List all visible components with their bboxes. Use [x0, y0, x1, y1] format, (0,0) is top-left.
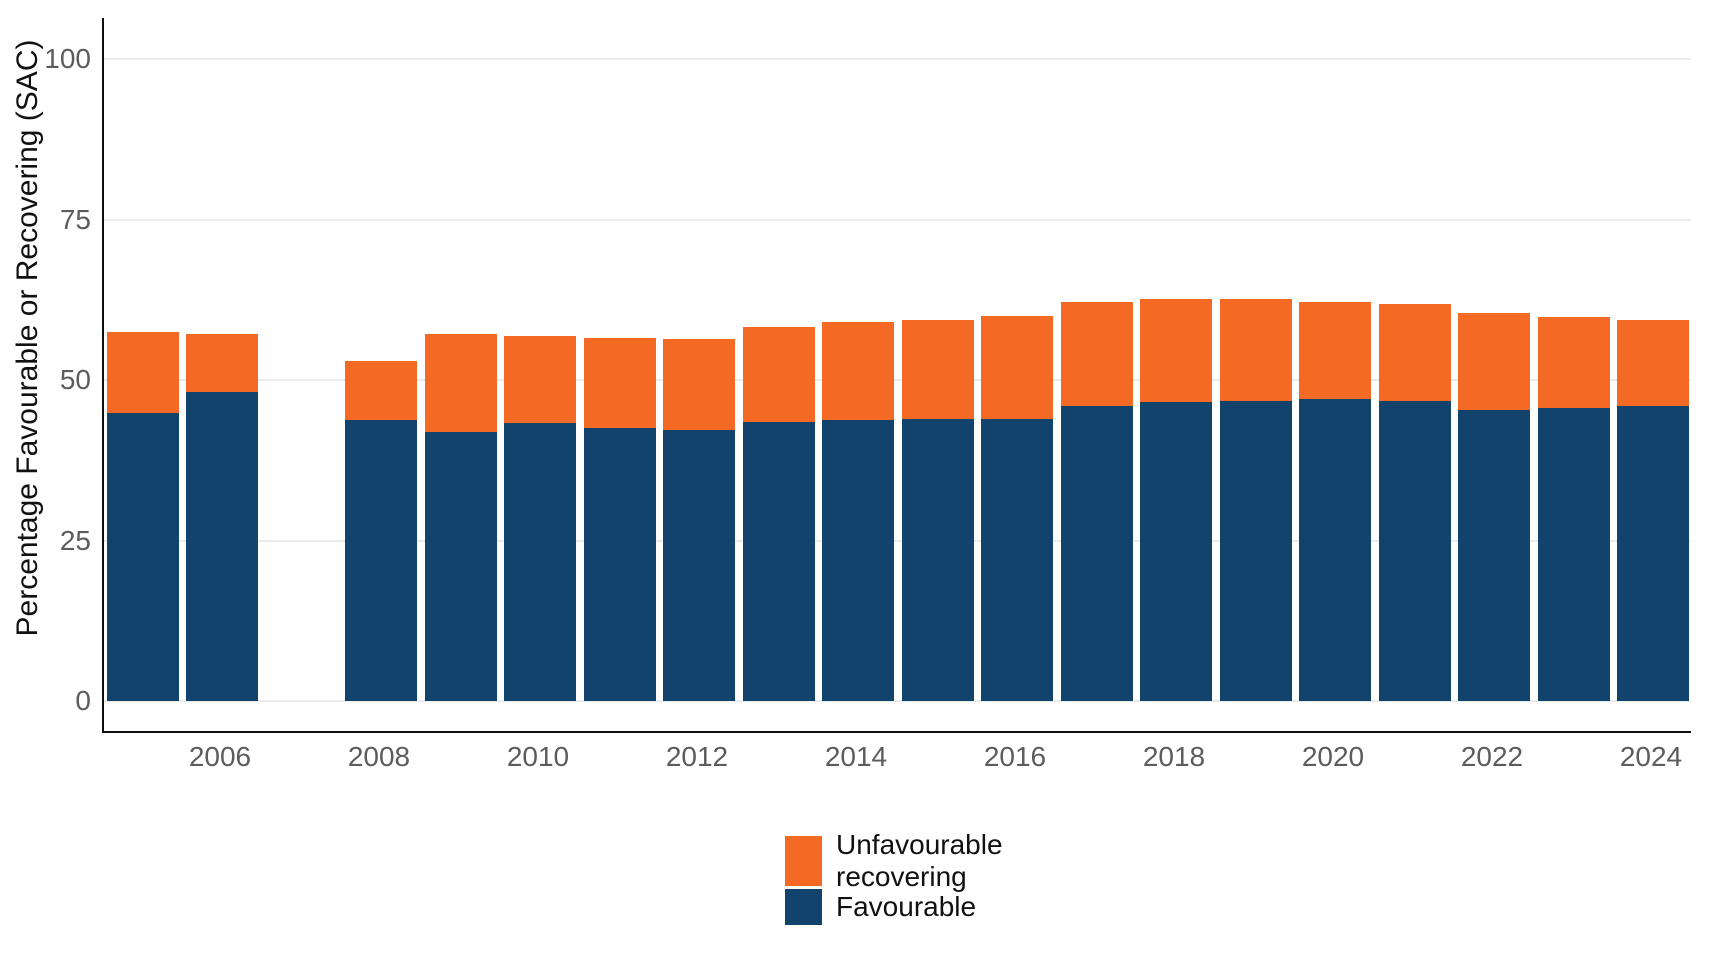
bar-2005-unfavourable-recovering: [106, 332, 179, 414]
bar-2020-unfavourable-recovering: [1299, 301, 1371, 400]
plot-area: [102, 18, 1691, 733]
legend-item-unfavourable-recovering: Unfavourable recovering: [785, 829, 1003, 893]
gridline-25: [104, 539, 1691, 542]
legend-item-favourable: Favourable: [785, 889, 976, 925]
bar-2010-unfavourable-recovering: [504, 336, 576, 423]
gridline-0: [104, 700, 1691, 702]
bar-2016-favourable: [981, 418, 1053, 701]
bar-2006-unfavourable-recovering: [186, 333, 258, 392]
legend-key-unfavourable-recovering: [785, 836, 822, 886]
bar-2014-unfavourable-recovering: [822, 322, 894, 421]
bar-2008-favourable: [345, 420, 417, 701]
x-tick-label-2014: 2014: [824, 741, 888, 772]
bar-2019-unfavourable-recovering: [1219, 299, 1292, 401]
bar-2016-unfavourable-recovering: [981, 315, 1053, 419]
bar-2012-favourable: [663, 430, 735, 701]
bar-2018-favourable: [1140, 401, 1212, 701]
y-tick-label-100: 100: [44, 43, 91, 74]
bar-2023-unfavourable-recovering: [1537, 317, 1610, 409]
bar-2008-unfavourable-recovering: [345, 360, 417, 421]
bar-2009-favourable: [424, 432, 497, 701]
x-tick-label-2006: 2006: [188, 741, 252, 772]
x-tick-label-2020: 2020: [1301, 741, 1365, 772]
bar-2011-unfavourable-recovering: [583, 337, 656, 429]
gridline-100: [104, 58, 1691, 60]
y-axis-title: Percentage Favourable or Recovering (SAC…: [11, 39, 44, 637]
bar-2022-unfavourable-recovering: [1458, 313, 1530, 411]
gridline-75: [104, 218, 1691, 221]
bar-2019-favourable: [1219, 400, 1292, 701]
x-tick-label-2008: 2008: [347, 741, 411, 772]
bar-2023-favourable: [1537, 408, 1610, 701]
bar-2013-favourable: [742, 422, 815, 701]
bar-2024-unfavourable-recovering: [1617, 320, 1689, 407]
bar-2021-unfavourable-recovering: [1378, 303, 1451, 402]
x-tick-label-2022: 2022: [1460, 741, 1524, 772]
bar-2015-favourable: [901, 418, 974, 701]
legend-label-favourable: Favourable: [836, 891, 977, 922]
y-tick-label-25: 25: [59, 524, 91, 556]
bar-2012-unfavourable-recovering: [663, 338, 735, 431]
bar-2005-favourable: [106, 413, 179, 701]
bar-2017-favourable: [1060, 406, 1133, 701]
bar-2006-favourable: [186, 391, 258, 701]
legend-label-unfavourable-recovering: Unfavourable recovering: [836, 829, 1003, 892]
y-tick-label-50: 50: [59, 364, 91, 395]
bar-2024-favourable: [1617, 406, 1689, 701]
x-tick-label-2012: 2012: [665, 741, 729, 772]
x-tick-label-2010: 2010: [506, 741, 570, 772]
bar-2013-unfavourable-recovering: [742, 326, 815, 423]
bar-2018-unfavourable-recovering: [1140, 299, 1212, 402]
bar-2021-favourable: [1378, 401, 1451, 701]
bar-2017-unfavourable-recovering: [1060, 301, 1133, 407]
legend-key-favourable: [785, 889, 822, 925]
y-tick-label-0: 0: [75, 685, 91, 716]
bar-2009-unfavourable-recovering: [424, 333, 497, 432]
x-tick-label-2016: 2016: [983, 741, 1047, 772]
x-tick-label-2018: 2018: [1142, 741, 1206, 772]
x-tick-label-2024: 2024: [1619, 741, 1683, 772]
bar-2022-favourable: [1458, 410, 1530, 701]
bar-2010-favourable: [504, 423, 576, 701]
y-tick-label-75: 75: [59, 203, 91, 235]
gridline-50: [104, 379, 1691, 381]
bar-2020-favourable: [1299, 399, 1371, 701]
bar-2011-favourable: [583, 428, 656, 701]
bar-2014-favourable: [822, 420, 894, 701]
bar-2015-unfavourable-recovering: [901, 319, 974, 419]
